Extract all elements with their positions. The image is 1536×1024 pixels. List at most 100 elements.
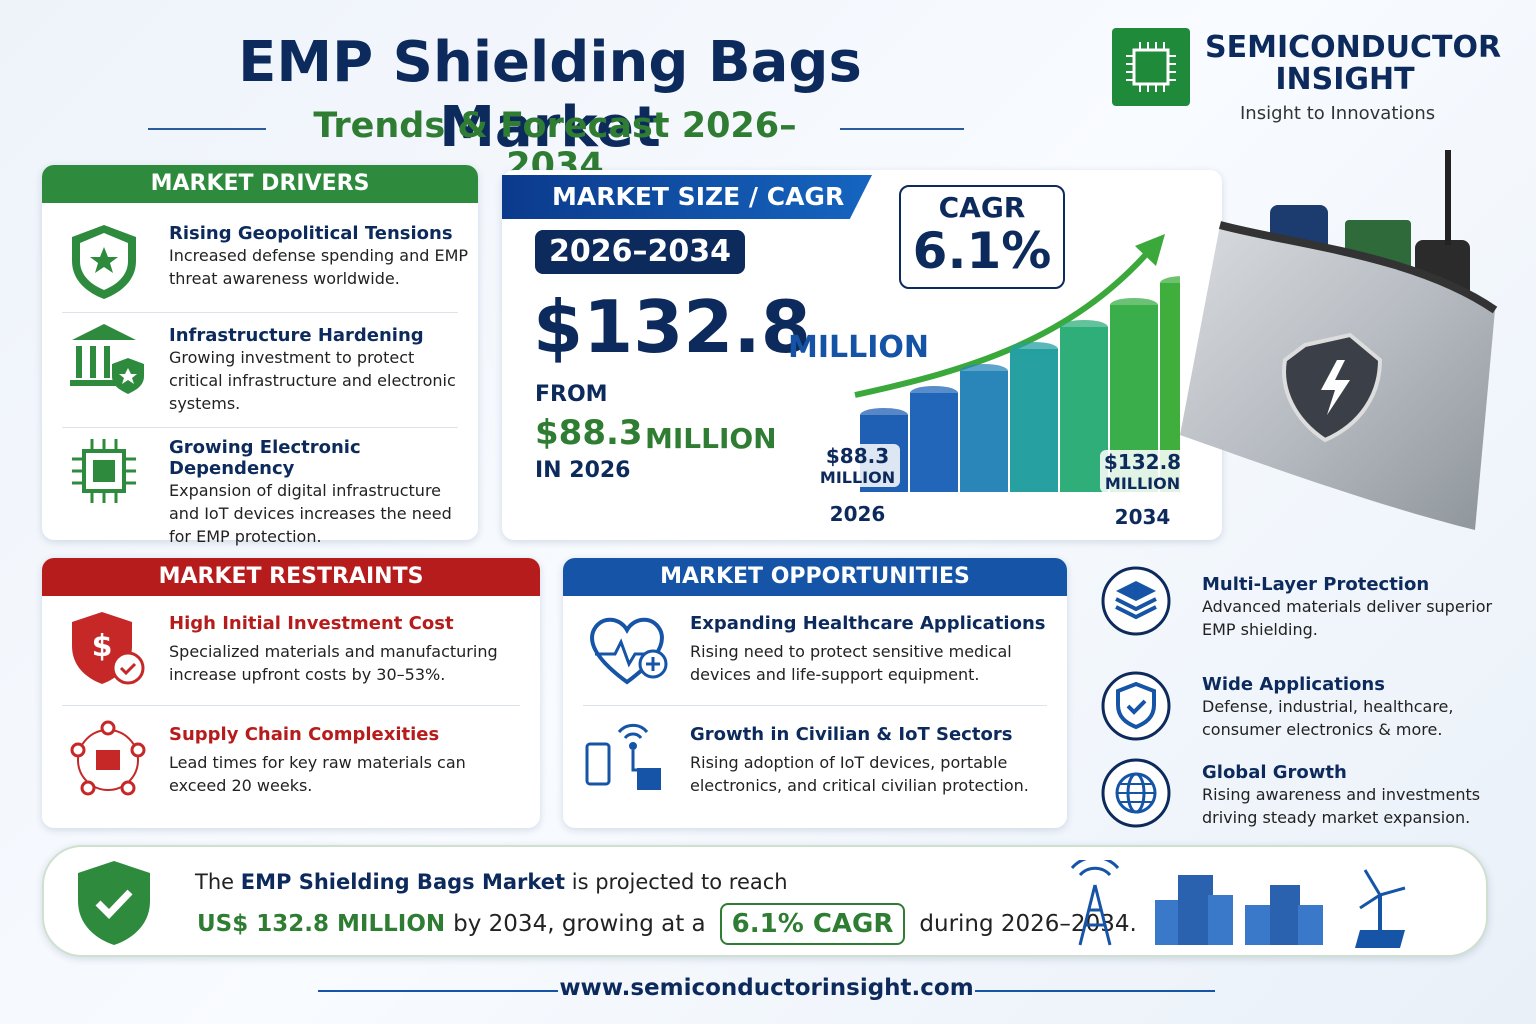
icon-shape — [62, 427, 458, 428]
decor-cylinder — [1160, 283, 1180, 492]
icon-shape — [637, 768, 661, 790]
brand-logo — [1112, 28, 1190, 106]
icon-shape — [1298, 905, 1323, 945]
summary-icons — [1070, 860, 1406, 948]
icon-shape — [1359, 869, 1406, 910]
icon-shape — [1270, 885, 1300, 945]
item-title: Global Growth — [1202, 762, 1347, 783]
item-title: High Initial Investment Cost — [169, 613, 454, 634]
label: MILLION — [819, 468, 896, 487]
decor-cylinder — [1060, 320, 1108, 334]
item-title: Expanding Healthcare Applications — [690, 613, 1046, 634]
icon-shape — [1218, 221, 1498, 314]
icon-shape — [1126, 42, 1176, 92]
icon-shape — [590, 617, 664, 685]
item-text: Lead times for key raw materials can exc… — [169, 753, 466, 795]
cagr-value: 6.1% — [912, 222, 1052, 280]
rule — [318, 990, 558, 992]
decor-cylinder — [1160, 276, 1180, 290]
icon-shape — [72, 324, 136, 340]
icon-shape: Growth in Civilian & IoT Sectors Rising a… — [690, 724, 1050, 797]
icon-shape: Expanding Healthcare Applications Rising … — [690, 613, 1050, 686]
icon-shape — [70, 720, 146, 796]
item-title: Growing Electronic Dependency — [169, 437, 361, 479]
icon-shape — [1117, 783, 1155, 803]
icon-shape: $ — [92, 629, 113, 664]
cagr-box: CAGR 6.1% — [899, 185, 1065, 289]
opportunities-panel: MARKET OPPORTUNITIES Expanding Healthcar… — [563, 558, 1067, 828]
icon-shape — [1078, 884, 1112, 946]
text: EMP Shielding Bags Market — [240, 870, 566, 894]
icon-shape — [1070, 860, 1120, 946]
icon-shape — [1070, 860, 1120, 877]
end-unit: MILLION — [788, 330, 930, 365]
shield-check-icon — [1101, 671, 1171, 741]
icon-shape — [70, 742, 86, 758]
icon-shape — [1208, 895, 1233, 945]
item-text: Rising adoption of IoT devices, portable… — [690, 753, 1029, 795]
start-unit: MILLION — [645, 422, 777, 455]
decor-cylinder — [1010, 342, 1058, 356]
decor-cylinder — [960, 364, 1008, 378]
start-value: $88.3 — [535, 413, 643, 453]
icon-shape — [1126, 699, 1147, 715]
text: US$ 132.8 MILLION — [197, 911, 446, 937]
icon-shape — [1116, 681, 1156, 730]
icon-shape — [93, 460, 115, 482]
icon-shape: Supply Chain Complexities Lead times for … — [169, 724, 519, 797]
building-icon — [70, 324, 144, 394]
period: 2026–2034 — [535, 230, 745, 274]
brand-name: INSIGHT — [1275, 62, 1415, 97]
icon-shape — [1132, 48, 1170, 86]
icon-shape — [1112, 28, 1190, 106]
label: $132.8 — [1103, 450, 1182, 474]
drivers-heading: MARKET DRIVERS — [42, 165, 478, 203]
decor-cylinder — [960, 371, 1008, 492]
summary-shield — [78, 861, 150, 945]
icon-shape — [1116, 581, 1156, 601]
decor-cylinder — [860, 408, 908, 422]
icon-shape — [78, 861, 150, 945]
icon-shape — [1135, 234, 1165, 266]
brand-name: SEMICONDUCTOR — [1205, 30, 1502, 65]
decor-cylinder — [1010, 349, 1058, 492]
icon-shape — [1445, 150, 1451, 245]
item-text: Defense, industrial, healthcare, consume… — [1202, 697, 1454, 739]
chart-start-year: 2026 — [829, 502, 886, 526]
icon-shape: Infrastructure Hardening Growing investme… — [169, 325, 469, 415]
icon-shape: Global Growth Rising awareness and invest… — [1202, 762, 1502, 829]
chart-start-label: $88.3 MILLION — [815, 444, 900, 487]
icon-shape — [130, 742, 146, 758]
label: MILLION — [1104, 474, 1181, 493]
market-size-heading: MARKET SIZE / CAGR — [502, 175, 872, 219]
text: is projected to reach — [571, 870, 788, 894]
item-text: Increased defense spending and EMP threa… — [169, 246, 469, 288]
icon-shape — [100, 720, 116, 736]
icon-shape — [90, 247, 118, 273]
icon-shape — [104, 346, 110, 378]
icon-shape — [585, 742, 611, 786]
icon-shape — [90, 346, 96, 378]
iot-icon — [585, 723, 661, 790]
icon-shape — [631, 750, 637, 772]
icon-shape: Multi-Layer Protection Advanced materials… — [1202, 574, 1502, 641]
item-title: Infrastructure Hardening — [169, 325, 424, 346]
icon-shape — [62, 705, 520, 706]
icon-shape — [1321, 360, 1350, 415]
item-text: Rising awareness and investments driving… — [1202, 785, 1481, 827]
icon-shape — [119, 662, 137, 676]
cost-icon: $ — [72, 612, 145, 685]
icon-shape — [1115, 597, 1157, 620]
start-year: IN 2026 — [535, 458, 631, 483]
item-title: Wide Applications — [1202, 674, 1385, 695]
icon-shape — [76, 346, 82, 378]
restraints-panel: MARKET RESTRAINTS $ High Initial Investm… — [42, 558, 540, 828]
bag-illustration — [1180, 150, 1498, 530]
rule — [975, 990, 1215, 992]
icon-shape: High Initial Investment Cost Specialized … — [169, 613, 519, 686]
icon-shape: Growing Electronic Dependency Expansion o… — [169, 437, 469, 548]
opportunities-heading: MARKET OPPORTUNITIES — [563, 558, 1067, 596]
icon-shape: Rising Geopolitical Tensions Increased de… — [169, 223, 469, 290]
item-text: Rising need to protect sensitive medical… — [690, 642, 1012, 684]
